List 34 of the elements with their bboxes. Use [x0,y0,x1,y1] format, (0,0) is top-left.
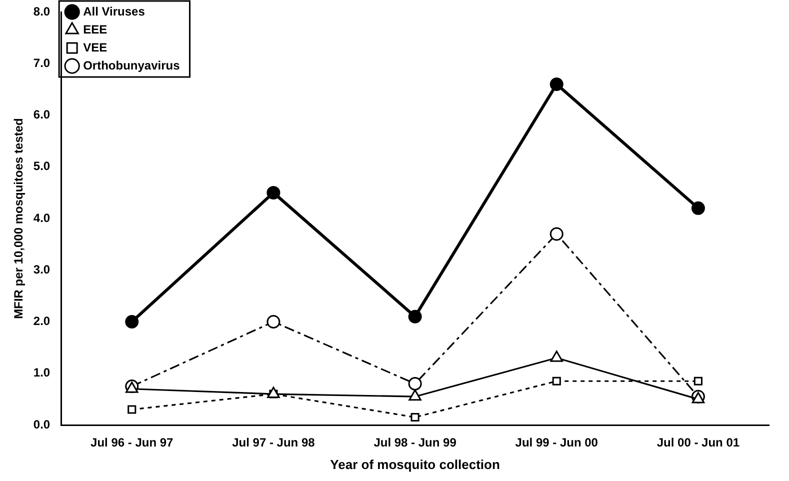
y-tick-label: 1.0 [33,366,50,380]
point [691,201,705,215]
x-tick-label: Jul 98 - Jun 99 [374,436,457,450]
point [552,376,561,386]
y-tick-label: 4.0 [33,210,50,225]
point [408,376,422,390]
y-tick-label: 8.0 [33,4,50,18]
point [408,310,422,324]
y-tick-label: 7.0 [33,56,50,70]
y-tick-label: 0.0 [33,417,50,432]
legend-label: EEE [83,22,108,36]
point [550,227,564,241]
legend-label: All Viruses [83,4,146,18]
point [266,315,280,328]
x-tick-label: Jul 97 - Jun 98 [232,436,316,450]
point [410,412,420,422]
point [550,78,564,92]
y-tick-label: 6.0 [33,108,50,122]
y-tick-label: 2.0 [33,314,50,328]
x-tick-label: Jul 96 - Jun 97 [90,436,174,450]
x-tick-label: Jul 00 - Jun 01 [656,436,740,450]
legend-label: VEE [83,40,108,54]
point [694,376,702,386]
y-axis-title: MFIR per 10,000 mosquitoes tested [12,118,26,319]
legend-label: Orthobunyavirus [83,58,180,72]
x-tick-label: Jul 99 - Jun 00 [515,436,598,450]
point [128,405,136,414]
point [408,389,422,401]
point [550,350,564,362]
point [266,186,280,200]
y-tick-label: 3.0 [33,262,50,276]
x-axis-title: Year of mosquito collection [330,456,500,472]
point [125,315,139,328]
y-tick-label: 5.0 [33,159,50,174]
